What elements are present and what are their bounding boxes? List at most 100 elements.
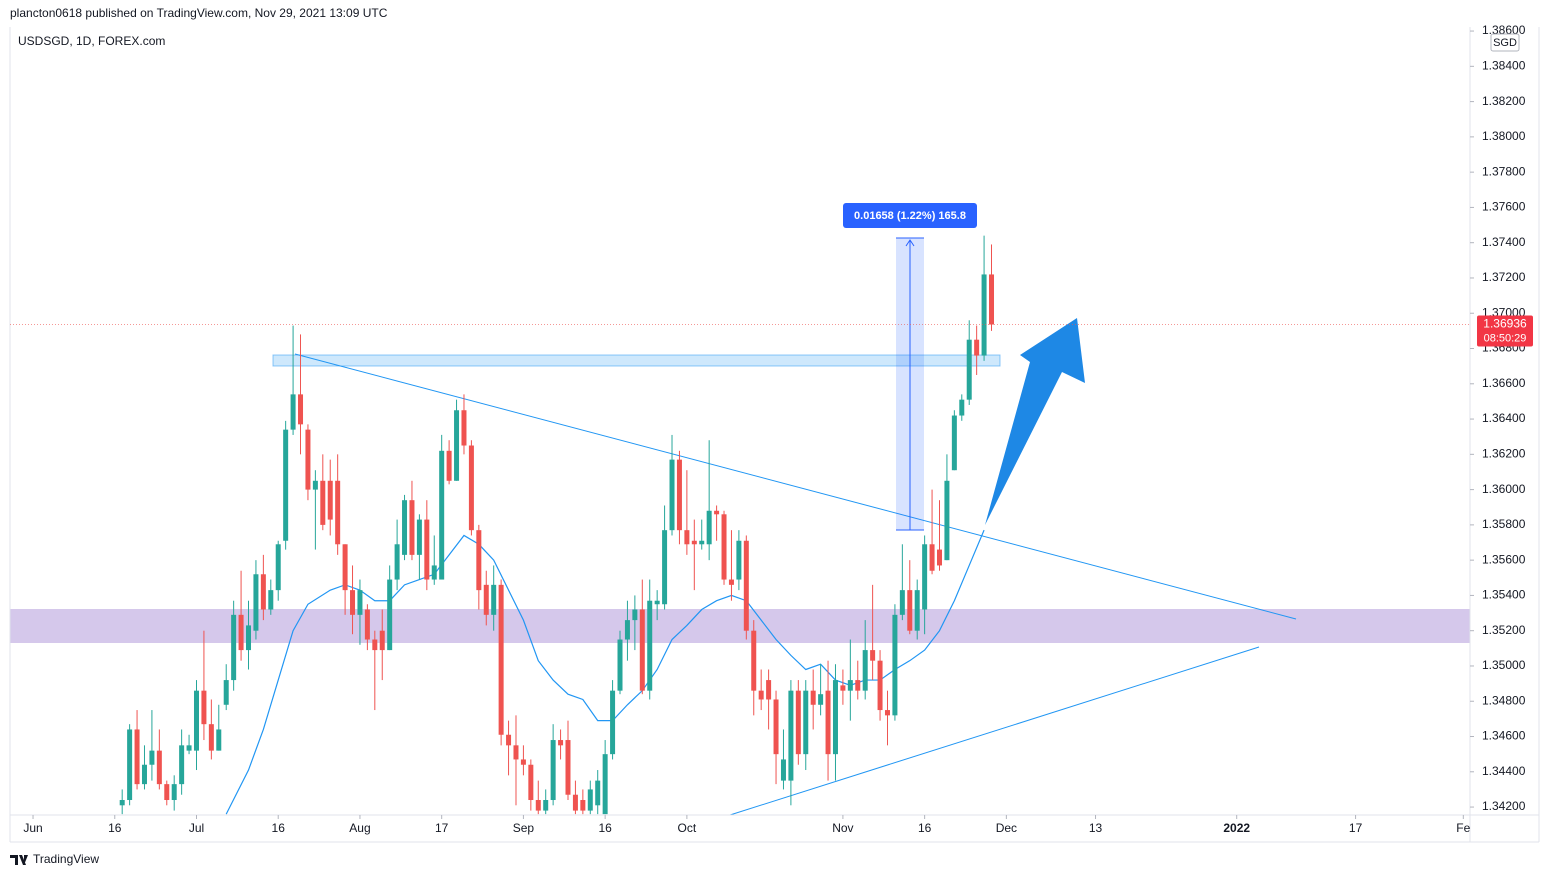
candle-body [491,584,497,615]
candle-body [275,544,281,591]
candle-body [743,540,749,631]
candle-body [825,690,831,755]
candle-body [298,394,304,425]
x-tick-label: Jun [23,821,42,835]
candle-body [431,565,437,580]
candle-body [327,480,333,520]
x-tick-label: 17 [1349,821,1363,835]
y-tick-label: 1.34800 [1482,693,1526,707]
candle-body [884,710,890,716]
y-tick-label: 1.38000 [1482,129,1526,143]
y-tick-label: 1.37400 [1482,235,1526,249]
x-tick-label: 13 [1089,821,1103,835]
marks [119,235,995,815]
candle-body [208,724,214,751]
candle-body [342,544,348,591]
y-tick-label: 1.37200 [1482,270,1526,284]
candle-body [216,729,222,751]
candle-body [498,584,504,735]
candle-body [758,690,764,700]
candle-body [684,530,690,545]
candle-body [572,794,578,811]
candle-body [989,274,995,325]
published-note: plancton0618 published on TradingView.co… [10,6,388,20]
candle-body [350,590,356,615]
axes: 1.34200 1.34400 1.34600 1.34800 1.35000 1.352… [23,23,1525,835]
candle-body [506,734,512,746]
candle-body [714,510,720,515]
candle-body [119,800,125,806]
x-tick-label: 16 [108,821,122,835]
candle-body [290,394,296,430]
x-tick-label: Sep [513,821,535,835]
candle-body [847,680,853,691]
y-tick-label: 1.35800 [1482,517,1526,531]
candle-body [810,690,816,705]
direction-arrow [985,318,1085,525]
countdown-label: 08:50:29 [1484,332,1527,344]
candle-body [558,740,564,746]
candle-body [654,600,660,605]
candle-body [587,789,593,811]
candle-body [439,450,445,580]
candle-body [409,500,415,555]
candle-body [706,510,712,545]
logo-icon [10,855,28,865]
candle-body [728,579,734,585]
currency: SGD [1493,37,1517,49]
x-tick-label: Fe [1456,821,1470,835]
candle-body [387,579,393,651]
y-tick-label: 1.37800 [1482,164,1526,178]
candle-body [372,639,378,651]
y-tick-label: 1.35600 [1482,552,1526,566]
candle-body [260,574,266,610]
y-tick-label: 1.36200 [1482,447,1526,461]
candle-body [766,680,772,700]
candle-body [662,530,668,605]
candle-body [543,800,549,811]
candle-body [840,685,846,691]
candle-body [647,600,653,691]
candle-body [223,680,229,705]
trend-line [294,353,1297,620]
candle-body [335,480,341,545]
candle-body [951,415,957,471]
candle-body [751,630,757,691]
x-tick-label: 16 [918,821,932,835]
candle-body [186,745,192,751]
y-tick-label: 1.34400 [1482,764,1526,778]
x-tick-label: 16 [272,821,286,835]
candle-body [602,754,608,815]
candle-body [966,339,972,400]
y-tick-label: 1.38400 [1482,59,1526,73]
candle-body [922,544,928,610]
y-tick-label: 1.38200 [1482,94,1526,108]
symbol-title: USDSGD, 1D, FOREX.com [18,34,165,48]
candle-body [803,690,809,755]
candle-body [959,399,965,416]
brand: TradingView [33,852,99,866]
y-tick-label: 1.34600 [1482,729,1526,743]
y-tick-label: 1.34200 [1482,799,1526,813]
candle-body [617,639,623,691]
candle-body [795,690,801,755]
candle-body [483,584,489,615]
candle-body [899,590,905,615]
x-tick-label: 2022 [1223,821,1250,835]
candle-body [580,800,586,811]
candle-body [520,759,526,765]
candle-body [513,745,519,760]
candle-body [320,480,326,525]
candle-body [141,764,147,785]
candle-body [773,699,779,755]
candle-body [149,750,155,765]
candle-body [379,630,385,651]
candle-body [127,729,133,801]
candle-body [944,480,950,561]
candle-body [610,690,616,755]
candle-body [246,625,252,651]
candle-body [907,590,913,631]
y-tick-label: 1.36400 [1482,411,1526,425]
y-tick-label: 1.35400 [1482,588,1526,602]
candle-body [788,690,794,781]
